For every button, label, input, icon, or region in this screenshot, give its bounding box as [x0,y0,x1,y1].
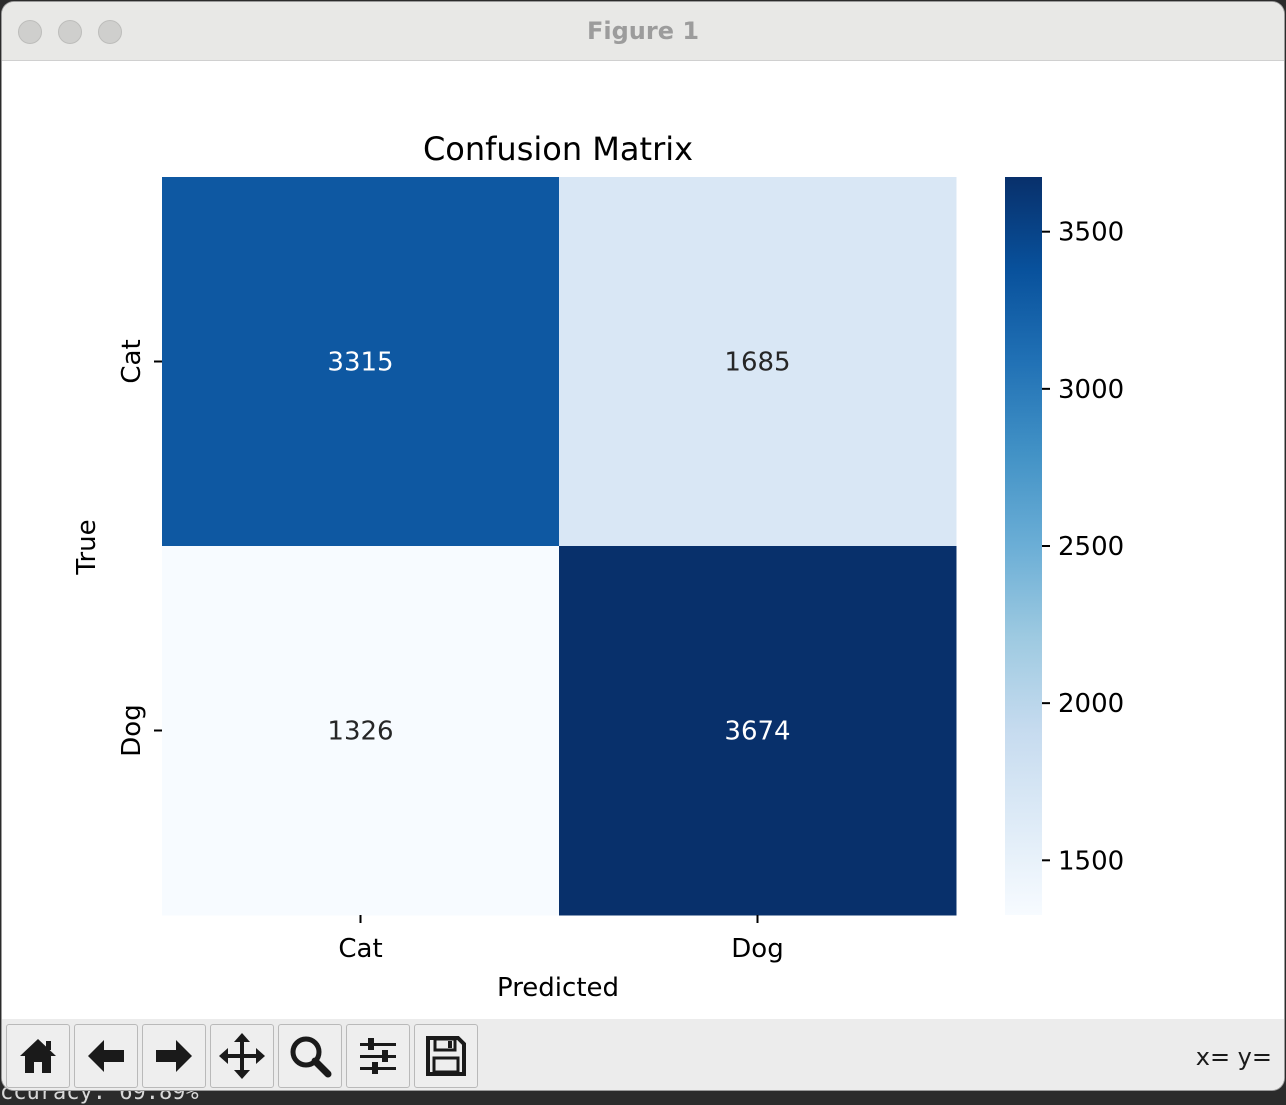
magnifier-icon [290,1036,332,1078]
home-button[interactable] [6,1024,70,1088]
navigation-toolbar: x= y= [2,1019,1284,1090]
floppy-disk-icon [426,1036,466,1076]
cell-value-label: 1685 [724,348,790,378]
home-icon [20,1039,56,1073]
colorbar-tick-label: 3000 [1058,375,1124,405]
zoom-button[interactable] [278,1024,342,1088]
x-axis-label: Predicted [497,973,619,1003]
heatmap-cell-cat-dog [559,177,957,547]
save-button[interactable] [414,1024,478,1088]
heatmap-cell-cat-cat [162,177,560,547]
minimize-window-button[interactable] [58,20,82,44]
arrow-left-icon [88,1040,124,1072]
close-window-button[interactable] [18,20,42,44]
back-button[interactable] [74,1024,138,1088]
x-tick-label: Dog [731,934,783,964]
cell-value-label: 1326 [327,717,393,747]
chart-title: Confusion Matrix [423,130,693,168]
arrow-right-icon [156,1040,192,1072]
pan-button[interactable] [210,1024,274,1088]
y-axis-label: True [72,519,102,575]
cell-value-label: 3315 [327,348,393,378]
colorbar-tick-label: 2000 [1058,689,1124,719]
y-tick-label: Cat [117,339,147,383]
window-title: Figure 1 [586,17,700,45]
heatmap-cell-dog-cat [162,546,560,916]
sliders-icon [360,1038,396,1074]
title-bar[interactable]: Figure 1 [2,2,1284,61]
zoom-window-button[interactable] [98,20,122,44]
cell-value-label: 3674 [724,717,790,747]
forward-button[interactable] [142,1024,206,1088]
configure-subplots-button[interactable] [346,1024,410,1088]
figure-canvas[interactable]: Confusion Matrix 3315 1685 1326 3674 Cat Dog… [2,61,1284,1019]
x-tick-label: Cat [338,934,382,964]
colorbar [1005,177,1042,915]
colorbar-tick-label: 1500 [1058,846,1124,876]
confusion-matrix-chart: Confusion Matrix 3315 1685 1326 3674 Cat Dog… [72,130,1124,1003]
heatmap-cell-dog-dog [559,546,957,916]
move-icon [219,1033,265,1079]
cursor-coordinates: x= y= [1195,1043,1272,1071]
y-tick-label: Dog [117,704,147,756]
colorbar-tick-label: 2500 [1058,532,1124,562]
colorbar-tick-label: 3500 [1058,218,1124,248]
